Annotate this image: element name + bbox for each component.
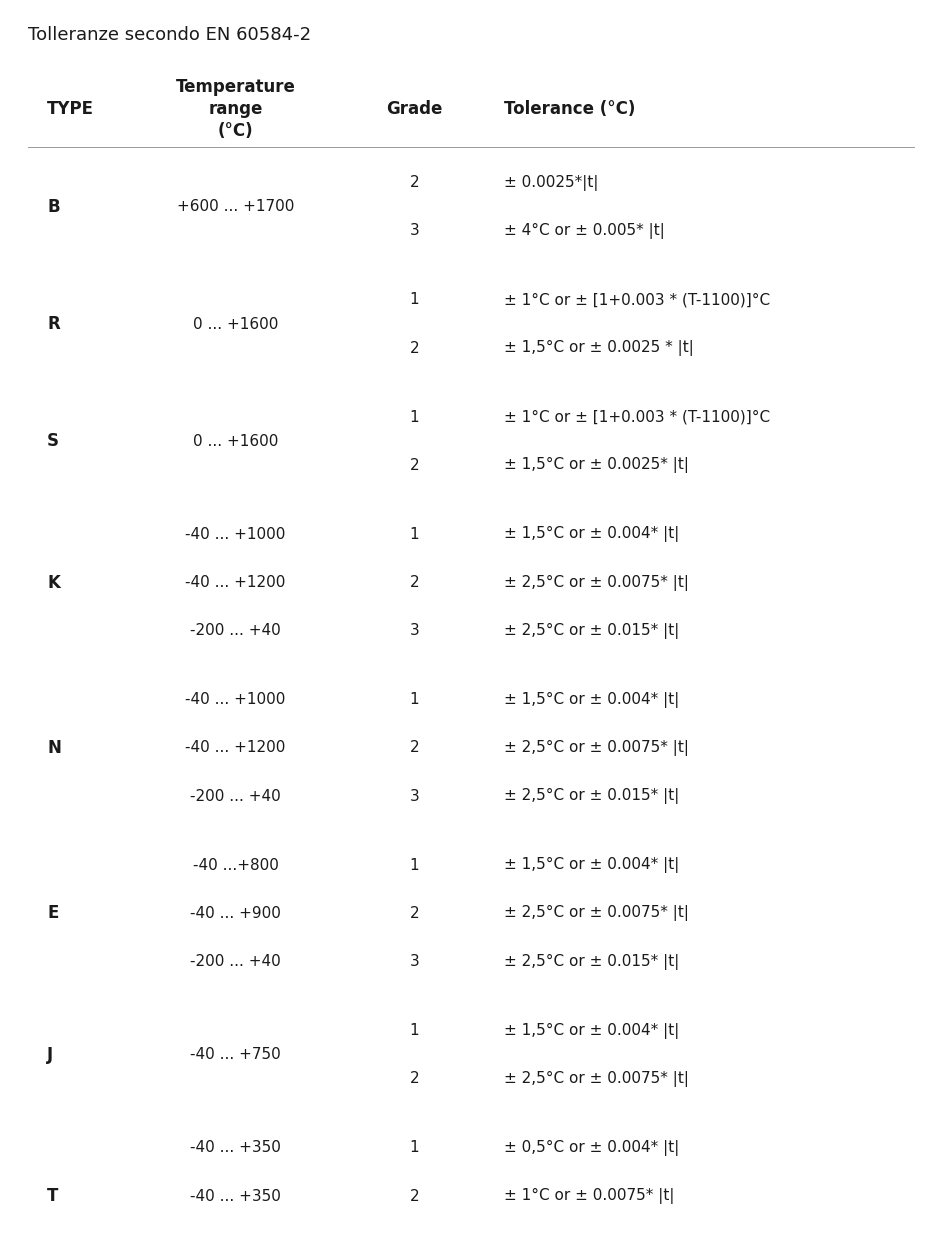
Text: TYPE: TYPE — [47, 100, 94, 119]
Text: ± 1,5°C or ± 0.004* |t|: ± 1,5°C or ± 0.004* |t| — [504, 527, 679, 543]
Text: ± 1°C or ± 0.0075* |t|: ± 1°C or ± 0.0075* |t| — [504, 1188, 674, 1204]
Text: -40 ... +1000: -40 ... +1000 — [186, 692, 285, 707]
Text: -40 ... +1200: -40 ... +1200 — [186, 575, 285, 590]
Text: ± 2,5°C or ± 0.015* |t|: ± 2,5°C or ± 0.015* |t| — [504, 789, 679, 805]
Text: -40 ...+800: -40 ...+800 — [192, 858, 279, 873]
Text: -40 ... +1000: -40 ... +1000 — [186, 527, 285, 541]
Text: -200 ... +40: -200 ... +40 — [190, 789, 281, 803]
Text: ± 2,5°C or ± 0.0075* |t|: ± 2,5°C or ± 0.0075* |t| — [504, 575, 689, 591]
Text: 1: 1 — [410, 1023, 419, 1038]
Text: ± 1°C or ± [1+0.003 * (T-1100)]°C: ± 1°C or ± [1+0.003 * (T-1100)]°C — [504, 409, 771, 425]
Text: -40 ... +350: -40 ... +350 — [190, 1141, 281, 1156]
Text: 1: 1 — [410, 692, 419, 707]
Text: ± 0,5°C or ± 0.004* |t|: ± 0,5°C or ± 0.004* |t| — [504, 1140, 679, 1156]
Text: T: T — [47, 1187, 58, 1205]
Text: ± 2,5°C or ± 0.0075* |t|: ± 2,5°C or ± 0.0075* |t| — [504, 1070, 689, 1086]
Text: S: S — [47, 433, 59, 450]
Text: ± 1,5°C or ± 0.0025* |t|: ± 1,5°C or ± 0.0025* |t| — [504, 457, 689, 473]
Text: ± 0.0025*|t|: ± 0.0025*|t| — [504, 174, 598, 190]
Text: Tolerance (°C): Tolerance (°C) — [504, 100, 635, 119]
Text: +600 ... +1700: +600 ... +1700 — [177, 199, 294, 214]
Text: K: K — [47, 574, 60, 592]
Text: 0 ... +1600: 0 ... +1600 — [193, 316, 278, 331]
Text: 2: 2 — [410, 575, 419, 590]
Text: ± 2,5°C or ± 0.0075* |t|: ± 2,5°C or ± 0.0075* |t| — [504, 740, 689, 756]
Text: 2: 2 — [410, 457, 419, 473]
Text: 1: 1 — [410, 409, 419, 425]
Text: ± 1,5°C or ± 0.004* |t|: ± 1,5°C or ± 0.004* |t| — [504, 692, 679, 708]
Text: 3: 3 — [410, 789, 419, 803]
Text: 2: 2 — [410, 341, 419, 356]
Text: ± 1°C or ± [1+0.003 * (T-1100)]°C: ± 1°C or ± [1+0.003 * (T-1100)]°C — [504, 293, 771, 308]
Text: ± 1,5°C or ± 0.004* |t|: ± 1,5°C or ± 0.004* |t| — [504, 1022, 679, 1038]
Text: 3: 3 — [410, 623, 419, 638]
Text: Temperature
range
(°C): Temperature range (°C) — [175, 78, 296, 141]
Text: -40 ... +350: -40 ... +350 — [190, 1189, 281, 1204]
Text: 1: 1 — [410, 527, 419, 541]
Text: ± 1,5°C or ± 0.0025 * |t|: ± 1,5°C or ± 0.0025 * |t| — [504, 340, 694, 356]
Text: 3: 3 — [410, 224, 419, 239]
Text: 0 ... +1600: 0 ... +1600 — [193, 434, 278, 449]
Text: -40 ... +900: -40 ... +900 — [190, 906, 281, 921]
Text: J: J — [47, 1046, 54, 1064]
Text: ± 2,5°C or ± 0.015* |t|: ± 2,5°C or ± 0.015* |t| — [504, 623, 679, 639]
Text: B: B — [47, 198, 59, 216]
Text: 2: 2 — [410, 1072, 419, 1086]
Text: Tolleranze secondo EN 60584-2: Tolleranze secondo EN 60584-2 — [28, 26, 312, 44]
Text: 2: 2 — [410, 906, 419, 921]
Text: R: R — [47, 315, 60, 332]
Text: -200 ... +40: -200 ... +40 — [190, 954, 281, 969]
Text: N: N — [47, 739, 61, 756]
Text: 2: 2 — [410, 740, 419, 755]
Text: 3: 3 — [410, 954, 419, 969]
Text: E: E — [47, 905, 58, 922]
Text: -200 ... +40: -200 ... +40 — [190, 623, 281, 638]
Text: Grade: Grade — [386, 100, 443, 119]
Text: ± 2,5°C or ± 0.015* |t|: ± 2,5°C or ± 0.015* |t| — [504, 954, 679, 970]
Text: 1: 1 — [410, 1141, 419, 1156]
Text: 1: 1 — [410, 858, 419, 873]
Text: ± 4°C or ± 0.005* |t|: ± 4°C or ± 0.005* |t| — [504, 222, 665, 239]
Text: 1: 1 — [410, 293, 419, 308]
Text: ± 1,5°C or ± 0.004* |t|: ± 1,5°C or ± 0.004* |t| — [504, 858, 679, 873]
Text: ± 2,5°C or ± 0.0075* |t|: ± 2,5°C or ± 0.0075* |t| — [504, 906, 689, 922]
Text: -40 ... +750: -40 ... +750 — [190, 1047, 281, 1062]
Text: 2: 2 — [410, 1189, 419, 1204]
Text: -40 ... +1200: -40 ... +1200 — [186, 740, 285, 755]
Text: 2: 2 — [410, 176, 419, 190]
